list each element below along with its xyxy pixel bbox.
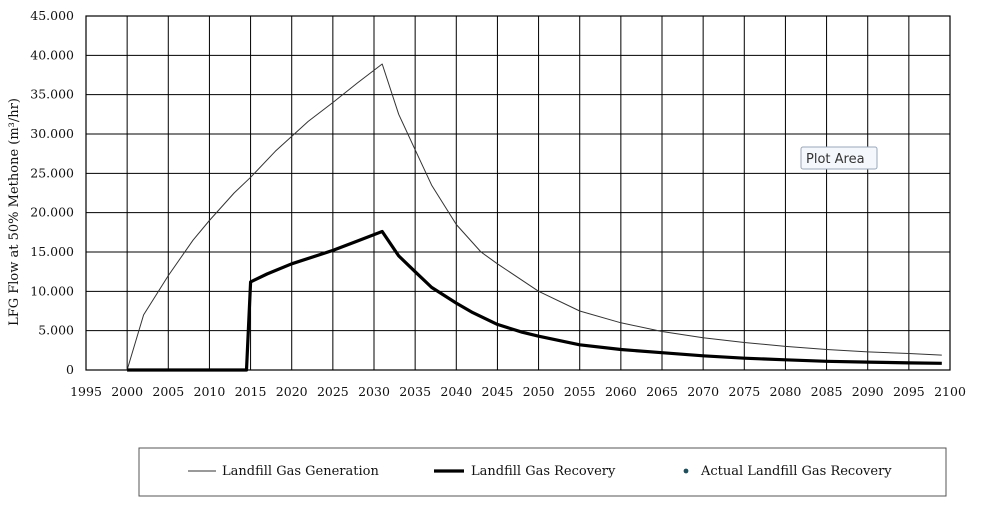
x-tick-label: 2060 [605,384,637,399]
x-tick-label: 2035 [399,384,431,399]
x-tick-label: 2090 [852,384,884,399]
x-tick-label: 2075 [728,384,760,399]
legend-label-generation: Landfill Gas Generation [222,464,379,479]
y-tick-label: 15.000 [30,244,74,259]
y-tick-label: 0 [66,362,74,377]
legend-box [138,447,947,497]
legend-label-recovery: Landfill Gas Recovery [471,464,616,479]
y-tick-label: 35.000 [30,87,74,102]
x-tick-label: 2050 [523,384,555,399]
x-tick-label: 2000 [111,384,143,399]
x-tick-label: 2080 [770,384,802,399]
x-tick-label: 2010 [194,384,226,399]
plot-area-tooltip: Plot Area [800,146,878,170]
legend-marker-actual [683,468,689,474]
series-line-recovery [127,229,942,372]
tick-labels: 1995 2000 2005 2010 2015 2020 2025 2030 2035 2040… [30,8,966,399]
y-tick-label: 20.000 [30,205,74,220]
y-tick-label: 25.000 [30,165,74,180]
series-line-generation [126,63,942,371]
x-tick-label: 2055 [564,384,596,399]
x-tick-label: 2005 [152,384,184,399]
x-tick-label: 2025 [317,384,349,399]
legend-label-actual: Actual Landfill Gas Recovery [700,464,892,479]
x-tick-label: 2095 [893,384,925,399]
plot-frame-rect [85,15,951,371]
y-tick-label: 45.000 [30,8,74,23]
y-tick-label: 10.000 [30,283,74,298]
x-tick-label: 2020 [276,384,308,399]
plot-frame [85,15,951,371]
x-tick-label: 2065 [646,384,678,399]
y-axis-title: LFG Flow at 50% Methone (m³/hr) [7,98,22,326]
x-tick-label: 2085 [811,384,843,399]
plot-area-tooltip-box [800,146,878,170]
y-tick-label: 40.000 [30,47,74,62]
x-tick-label: 2030 [358,384,390,399]
plot-area-tooltip-text: Plot Area [806,152,865,167]
grid-layer [85,15,951,371]
y-tick-label: 30.000 [30,126,74,141]
x-tick-label: 2070 [687,384,719,399]
series-layer [126,63,942,372]
x-tick-label: 1995 [70,384,102,399]
x-tick-label: 2040 [440,384,472,399]
y-tick-label: 5.000 [38,323,74,338]
x-tick-label: 2045 [482,384,514,399]
legend: Landfill Gas Generation Landfill Gas Rec… [138,447,947,497]
x-tick-label: 2100 [934,384,966,399]
x-tick-label: 2015 [235,384,267,399]
